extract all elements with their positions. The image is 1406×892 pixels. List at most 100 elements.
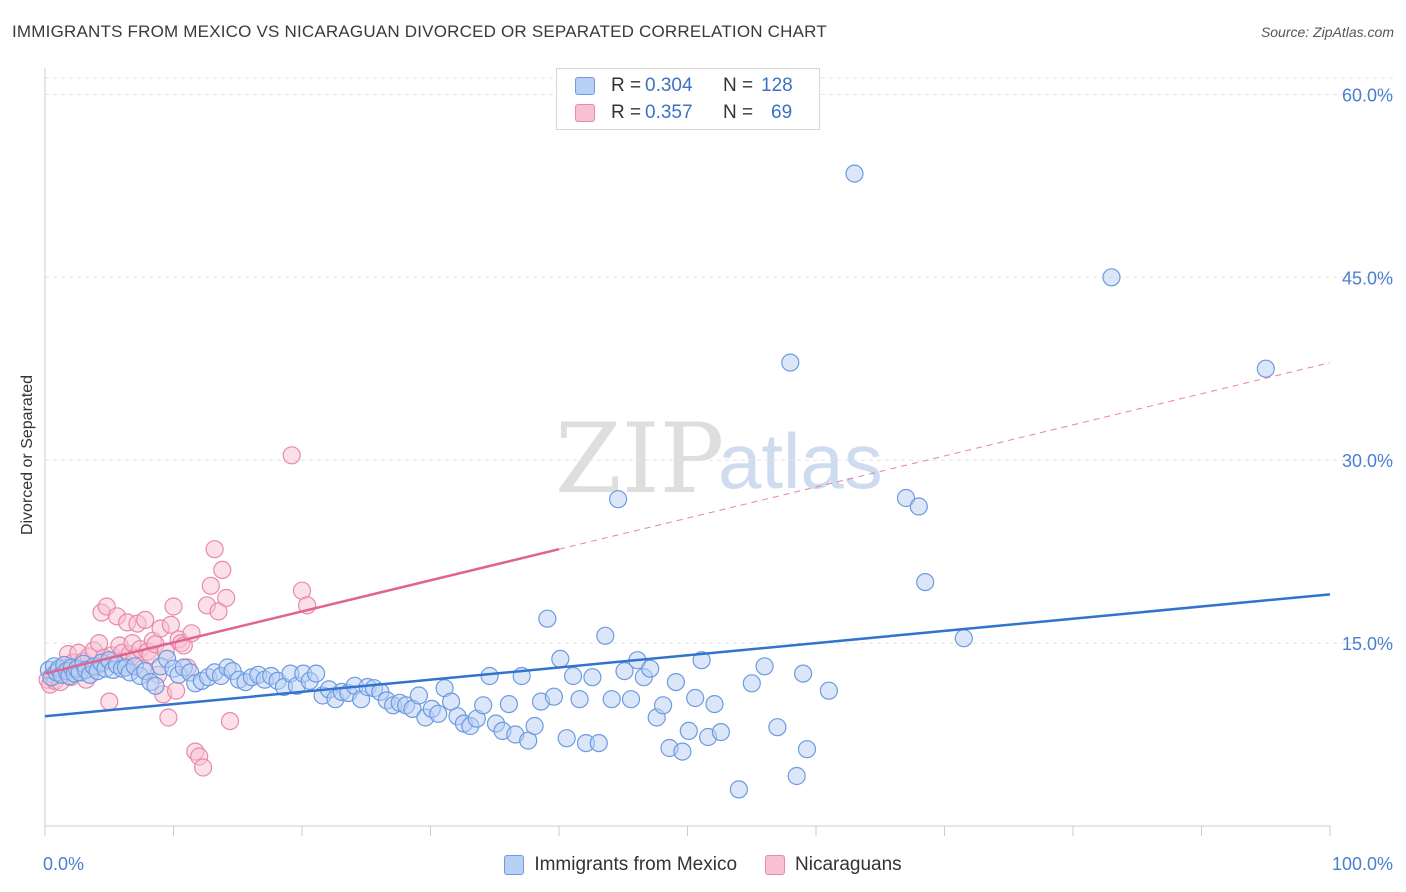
pink-swatch-icon xyxy=(765,855,786,875)
mexico-point xyxy=(797,740,817,759)
watermark-zip: ZIP xyxy=(555,403,724,515)
n-value: 128 xyxy=(761,75,793,96)
mexico-point xyxy=(474,696,493,715)
mexico-point xyxy=(641,659,660,678)
legend-item-nicaraguans[interactable]: Nicaraguans xyxy=(765,854,902,876)
axes xyxy=(44,68,1331,836)
trend-lines xyxy=(44,362,1331,718)
mexico-point xyxy=(615,661,634,681)
x-tick-label-max: 100.0% xyxy=(1332,854,1393,874)
mexico-point xyxy=(525,716,544,736)
mexico-point xyxy=(845,164,864,183)
mexico-point xyxy=(793,664,813,683)
n-label: N = xyxy=(723,75,754,96)
pink-swatch-icon xyxy=(575,104,595,122)
x-tick-label-min: 0.0% xyxy=(43,854,84,874)
mexico-point xyxy=(563,666,583,686)
mexico-point xyxy=(686,688,705,708)
mexico-point xyxy=(429,704,448,723)
nicaraguans-point xyxy=(209,602,228,621)
r-label: R = xyxy=(611,75,642,96)
nicaraguans-point xyxy=(100,692,119,711)
source-credit: Source: ZipAtlas.com xyxy=(1260,24,1394,40)
legend: Immigrants from Mexico Nicaraguans xyxy=(0,852,1406,878)
r-label: R = xyxy=(611,102,642,123)
mexico-point xyxy=(768,718,787,737)
legend-item-mexico[interactable]: Immigrants from Mexico xyxy=(504,854,737,876)
n-value: 69 xyxy=(771,102,793,123)
nicaraguans-points xyxy=(38,446,317,777)
mexico-point xyxy=(621,690,641,709)
mexico-point xyxy=(781,353,800,372)
mexico-point xyxy=(480,666,499,686)
mexico-point xyxy=(896,488,916,508)
mexico-point xyxy=(916,572,935,592)
mexico-point xyxy=(954,629,973,648)
mexico-point xyxy=(602,690,621,709)
mexico-point xyxy=(589,733,608,753)
mexico-point xyxy=(1256,359,1275,378)
nicaraguans-point xyxy=(201,576,220,595)
gridlines xyxy=(45,77,1394,644)
blue-swatch-icon xyxy=(575,77,595,95)
mexico-point xyxy=(551,649,570,669)
mexico-point xyxy=(557,729,576,748)
mexico-point xyxy=(146,676,165,695)
nicaraguans-point xyxy=(161,615,180,634)
mexico-points xyxy=(39,164,1275,799)
y-tick-label: 15.0% xyxy=(1342,634,1393,654)
mexico-point xyxy=(608,490,628,509)
mexico-point xyxy=(596,626,615,645)
legend-label-mexico: Immigrants from Mexico xyxy=(534,854,738,875)
nicaraguans-point xyxy=(220,711,240,731)
mexico-point xyxy=(742,674,761,693)
y-tick-label: 60.0% xyxy=(1342,85,1393,105)
mexico-point xyxy=(692,651,711,670)
r-value: 0.304 xyxy=(645,75,693,96)
mexico-point xyxy=(666,672,686,692)
mexico-point xyxy=(499,694,518,714)
stats-row-mexico: R = 0.304 N = 128 xyxy=(575,73,793,99)
mexico-point xyxy=(570,690,589,709)
y-tick-label: 45.0% xyxy=(1342,268,1393,288)
nicaraguans-point xyxy=(167,681,186,700)
nicaraguans-point xyxy=(213,560,232,580)
blue-swatch-icon xyxy=(504,855,525,875)
mexico-point xyxy=(583,668,602,687)
mexico-point xyxy=(819,681,839,700)
nicaraguans-point xyxy=(164,597,183,616)
nicaraguans-trend-extension xyxy=(558,362,1331,550)
stats-box: R = 0.304 N = 128 R = 0.357 N = 69 xyxy=(556,68,820,130)
mexico-point xyxy=(538,609,557,628)
mexico-trend-line xyxy=(44,593,1331,718)
nicaraguans-point xyxy=(194,758,213,777)
y-tick-label: 30.0% xyxy=(1342,451,1393,471)
stats-row-nicaraguans: R = 0.357 N = 69 xyxy=(575,100,792,126)
nicaraguans-trend-line xyxy=(44,547,560,675)
tick-labels: 15.0% 30.0% 45.0% 60.0% 0.0% 100.0% xyxy=(43,85,1393,874)
mexico-point xyxy=(673,742,692,761)
nicaraguans-point xyxy=(205,540,224,559)
mexico-point xyxy=(909,497,928,516)
nicaraguans-point xyxy=(282,446,301,465)
mexico-point xyxy=(787,766,806,786)
mexico-point xyxy=(705,694,724,714)
mexico-point xyxy=(544,687,564,706)
mexico-point xyxy=(711,722,731,742)
mexico-point xyxy=(409,686,428,705)
r-value: 0.357 xyxy=(645,102,693,123)
mexico-point xyxy=(729,780,749,799)
mexico-point xyxy=(307,664,326,683)
nicaraguans-point xyxy=(136,610,155,630)
mexico-point xyxy=(653,696,673,715)
chart-title: IMMIGRANTS FROM MEXICO VS NICARAGUAN DIV… xyxy=(12,22,827,41)
mexico-point xyxy=(755,657,774,676)
nicaraguans-point xyxy=(217,588,236,608)
mexico-point xyxy=(679,721,698,741)
nicaraguans-point xyxy=(159,708,178,727)
watermark-atlas: atlas xyxy=(718,417,883,505)
n-label: N = xyxy=(723,102,754,123)
legend-label-nicaraguans: Nicaraguans xyxy=(795,854,902,875)
mexico-point xyxy=(1102,268,1121,287)
